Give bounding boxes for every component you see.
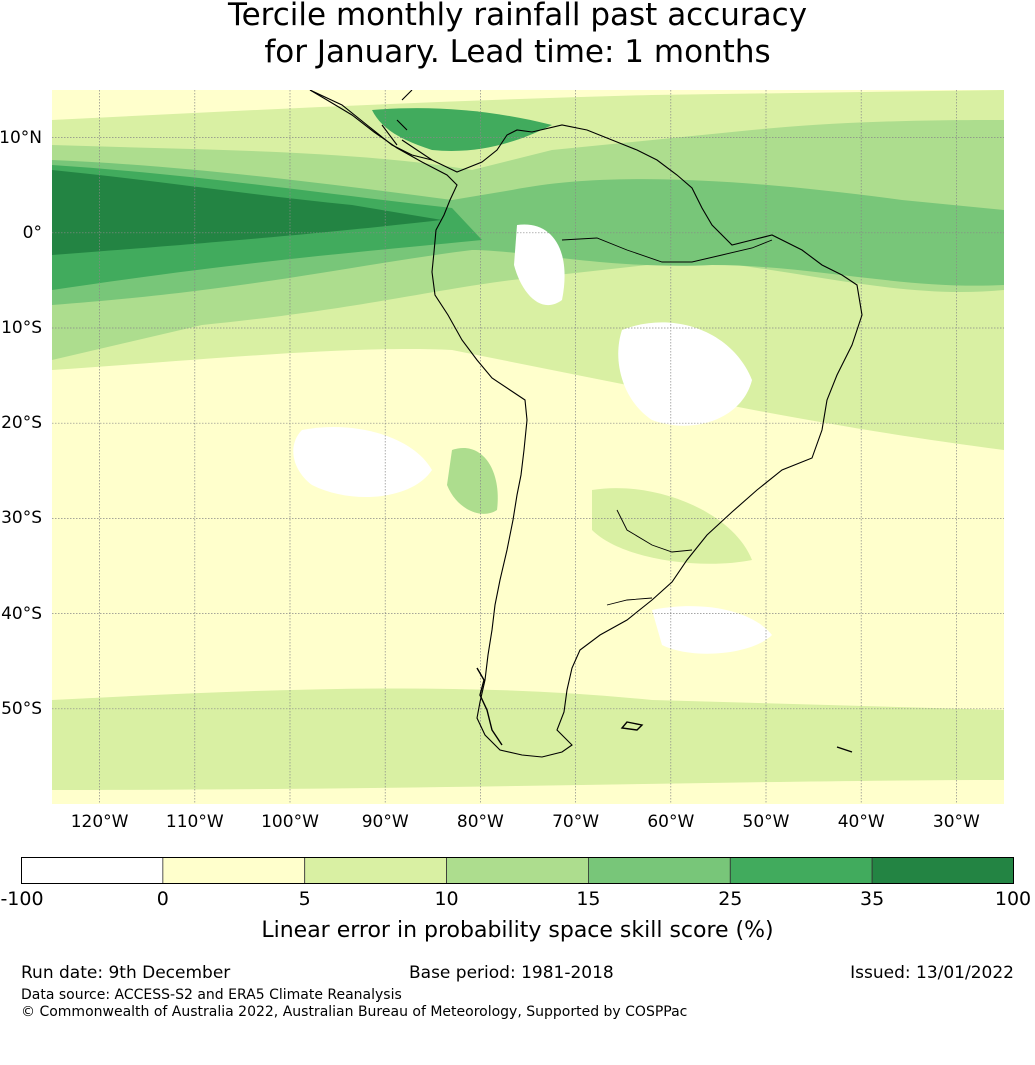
- river-amazon: [561, 237, 773, 263]
- colorbar-segment: [304, 857, 447, 884]
- coastline-central-america: [309, 90, 433, 161]
- longitude-label: 50°W: [742, 812, 790, 832]
- grid-lines: [52, 90, 1004, 804]
- colorbar-segment: [588, 857, 731, 884]
- longitude-label: 30°W: [932, 812, 980, 832]
- run-date: Run date: 9th December: [21, 963, 231, 983]
- colorbar-tick-label: 0: [156, 888, 169, 910]
- colorbar-segment: [871, 857, 1014, 884]
- colorbar-segment: [21, 857, 164, 884]
- longitude-label: 90°W: [361, 812, 409, 832]
- colorbar-outline: [21, 857, 1014, 884]
- title-line-1: Tercile monthly rainfall past accuracy: [227, 0, 808, 33]
- issued-date: Issued: 13/01/2022: [850, 963, 1014, 983]
- copyright: © Commonwealth of Australia 2022, Austra…: [21, 1004, 688, 1020]
- latitude-label: 10°N: [0, 127, 42, 148]
- longitude-label: 60°W: [647, 812, 695, 832]
- field-band-35-north: [372, 108, 552, 151]
- data-source: Data source: ACCESS-S2 and ERA5 Climate …: [21, 987, 402, 1003]
- field-patch-white-brazil: [618, 322, 752, 426]
- field-patch-white-amazon: [514, 224, 565, 306]
- base-period: Base period: 1981-2018: [409, 963, 614, 983]
- colorbar-segment: [729, 857, 873, 884]
- longitude-label: 80°W: [456, 812, 504, 832]
- latitude-label: 20°S: [1, 413, 42, 434]
- skill-score-map: [52, 90, 1004, 804]
- latitude-label: 30°S: [1, 508, 42, 529]
- colorbar: [21, 857, 1014, 884]
- colorbar-tick-label: 100: [994, 888, 1032, 910]
- colorbar-tick-label: 15: [576, 888, 601, 910]
- colorbar-tick-label: 5: [298, 888, 311, 910]
- colorbar-tick-label: 10: [434, 888, 459, 910]
- latitude-label: 0°: [22, 222, 42, 243]
- latitude-label: 40°S: [1, 603, 42, 624]
- title-line-2: for January. Lead time: 1 months: [264, 34, 771, 70]
- longitude-label: 40°W: [837, 812, 885, 832]
- longitude-label: 70°W: [552, 812, 600, 832]
- latitude-label: 10°S: [1, 318, 42, 338]
- coastline-caribbean: [381, 90, 413, 146]
- field-patch-white-pacific: [293, 426, 432, 497]
- longitude-label: 110°W: [165, 812, 224, 832]
- longitude-label: 120°W: [70, 812, 129, 832]
- longitude-label: 100°W: [261, 812, 319, 832]
- colorbar-tick-label: -100: [0, 888, 44, 910]
- coast-patagonia-islands: [476, 667, 853, 753]
- field-band-south: [52, 688, 1004, 790]
- colorbar-label: Linear error in probability space skill …: [261, 918, 774, 943]
- field-patch-green-argentina: [447, 448, 498, 514]
- colorbar-tick-label: 25: [718, 888, 743, 910]
- coastline-south-america: [309, 90, 863, 758]
- field-band-100: [52, 170, 442, 255]
- colorbar-segment: [446, 857, 589, 884]
- coast-uruguay-plata: [606, 509, 693, 606]
- colorbar-tick-label: 35: [860, 888, 885, 910]
- colorbar-segment: [162, 857, 306, 884]
- latitude-label: 50°S: [1, 698, 42, 719]
- field-patch-green-southatl: [592, 488, 752, 564]
- field-patch-white-south: [652, 606, 772, 654]
